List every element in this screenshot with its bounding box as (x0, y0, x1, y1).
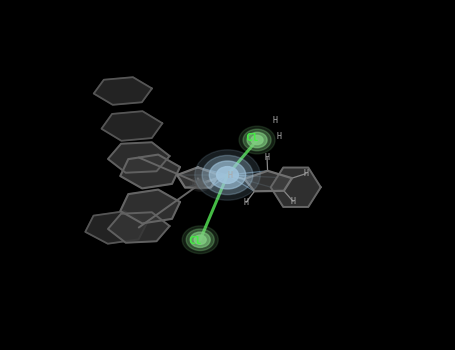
Ellipse shape (243, 129, 271, 151)
Ellipse shape (202, 155, 253, 195)
Text: H: H (291, 197, 296, 206)
Ellipse shape (195, 150, 260, 200)
Polygon shape (108, 212, 170, 243)
Text: H: H (228, 171, 233, 180)
Ellipse shape (195, 180, 206, 188)
Ellipse shape (209, 161, 246, 189)
Text: H: H (277, 132, 281, 141)
Ellipse shape (190, 232, 210, 247)
Ellipse shape (182, 226, 218, 254)
Polygon shape (85, 211, 147, 244)
Text: H: H (264, 153, 269, 162)
Polygon shape (177, 167, 219, 188)
Polygon shape (101, 111, 162, 141)
Ellipse shape (251, 135, 263, 145)
Polygon shape (94, 77, 152, 105)
Ellipse shape (192, 178, 208, 190)
Ellipse shape (190, 176, 210, 191)
Ellipse shape (194, 235, 206, 244)
Polygon shape (120, 190, 180, 223)
Text: H: H (303, 169, 308, 178)
Text: H: H (243, 198, 248, 207)
Text: Cl: Cl (245, 133, 258, 143)
Polygon shape (108, 142, 170, 173)
Polygon shape (120, 155, 180, 188)
Ellipse shape (217, 167, 238, 183)
Ellipse shape (186, 229, 214, 251)
Text: H: H (273, 116, 278, 125)
Ellipse shape (197, 181, 203, 186)
Text: Cl: Cl (188, 237, 202, 246)
Polygon shape (271, 168, 321, 207)
Polygon shape (244, 171, 292, 191)
Ellipse shape (239, 126, 275, 154)
Ellipse shape (247, 132, 267, 148)
